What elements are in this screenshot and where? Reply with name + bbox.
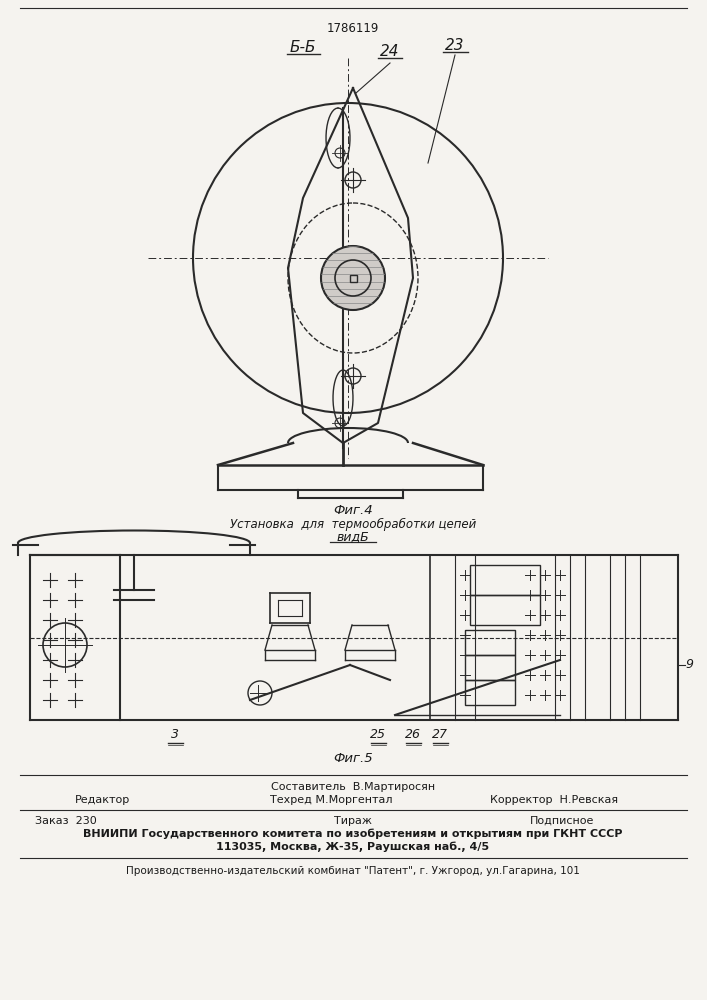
Text: ВНИИПИ Государственного комитета по изобретениям и открытиям при ГКНТ СССР: ВНИИПИ Государственного комитета по изоб… — [83, 829, 623, 839]
Text: 1786119: 1786119 — [327, 21, 379, 34]
Text: 24: 24 — [380, 44, 399, 60]
Text: видБ: видБ — [337, 530, 369, 544]
Text: Редактор: Редактор — [75, 795, 130, 805]
Bar — [349, 274, 356, 282]
Text: 113035, Москва, Ж-35, Раушская наб., 4/5: 113035, Москва, Ж-35, Раушская наб., 4/5 — [216, 842, 489, 852]
Bar — [465, 655, 515, 680]
Text: 25: 25 — [370, 728, 386, 742]
Bar — [465, 630, 515, 655]
Text: Подписное: Подписное — [530, 816, 595, 826]
Text: Техред М.Моргентал: Техред М.Моргентал — [270, 795, 392, 805]
Text: 26: 26 — [405, 728, 421, 742]
Bar — [470, 595, 540, 625]
Text: Составитель  В.Мартиросян: Составитель В.Мартиросян — [271, 782, 435, 792]
Text: 23: 23 — [445, 38, 464, 53]
Text: Установка  для  термообработки цепей: Установка для термообработки цепей — [230, 517, 476, 531]
Bar — [470, 565, 540, 595]
Text: Корректор  Н.Ревская: Корректор Н.Ревская — [490, 795, 618, 805]
Text: Б-Б: Б-Б — [290, 40, 316, 55]
Bar — [465, 680, 515, 705]
Text: 3: 3 — [171, 728, 179, 742]
Circle shape — [321, 246, 385, 310]
Text: 27: 27 — [432, 728, 448, 742]
Text: Производственно-издательский комбинат "Патент", г. Ужгород, ул.Гагарина, 101: Производственно-издательский комбинат "П… — [126, 866, 580, 876]
Text: Заказ  230: Заказ 230 — [35, 816, 97, 826]
Text: 9: 9 — [685, 658, 693, 672]
Text: Фиг.4: Фиг.4 — [333, 504, 373, 516]
Text: Тираж: Тираж — [334, 816, 372, 826]
Text: Фиг.5: Фиг.5 — [333, 752, 373, 764]
